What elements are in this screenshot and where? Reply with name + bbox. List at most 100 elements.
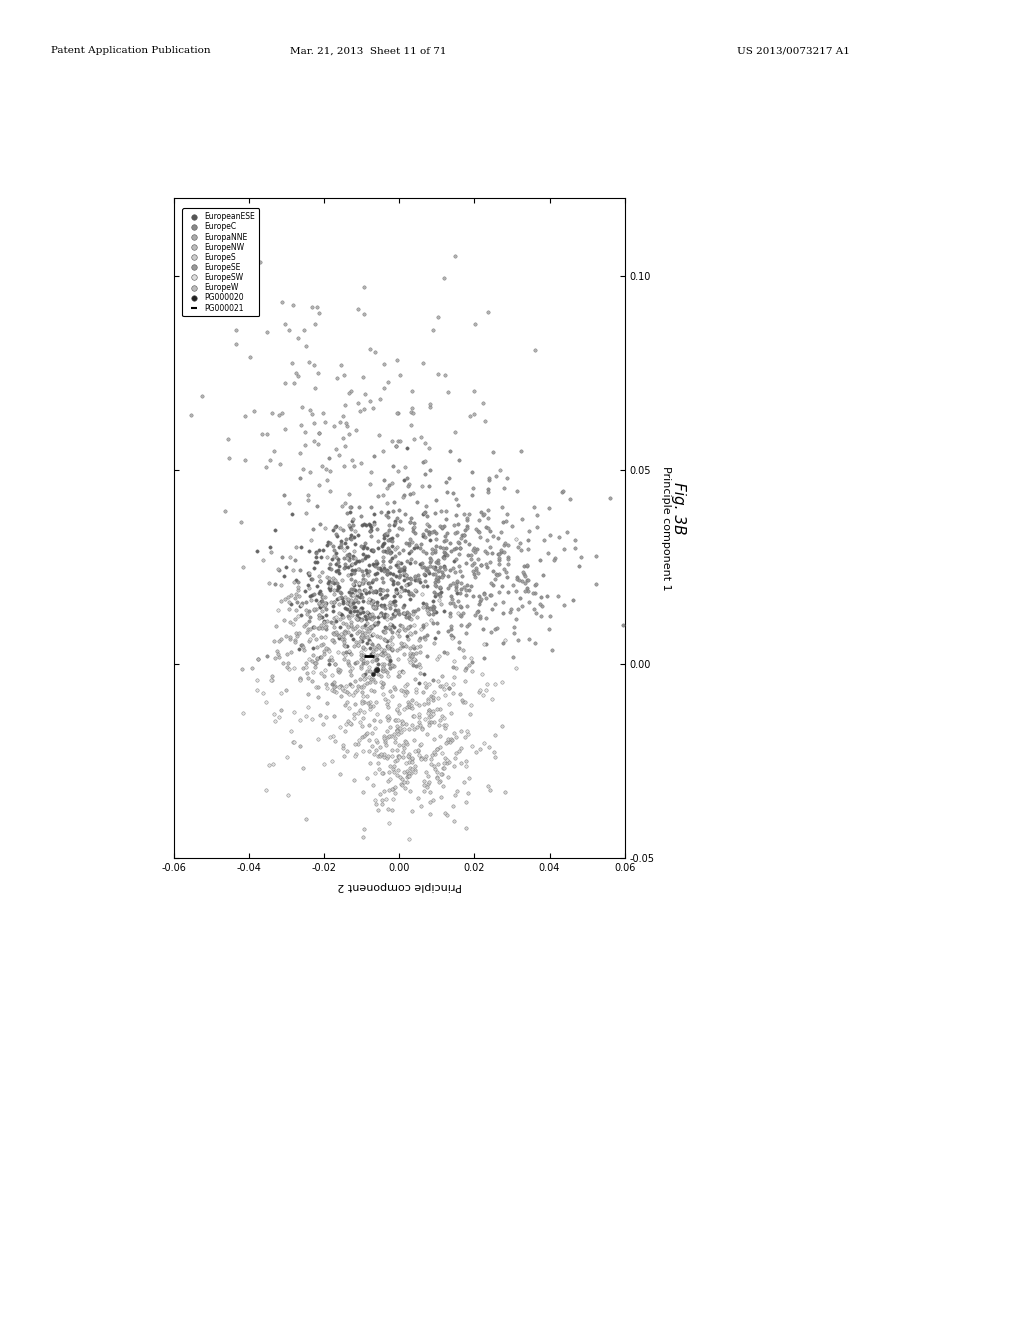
Point (386, 709, 402, 730)
Point (401, 780, 418, 801)
Point (492, 548, 508, 569)
Point (367, 660, 383, 681)
Point (371, 636, 387, 657)
Point (510, 598, 526, 619)
Point (432, 582, 449, 603)
Point (390, 665, 407, 686)
Point (369, 624, 385, 645)
Point (308, 652, 325, 673)
Point (412, 635, 428, 656)
Point (412, 537, 428, 558)
Point (423, 754, 439, 775)
Point (427, 572, 443, 593)
Point (342, 502, 358, 523)
Point (384, 779, 400, 800)
Point (505, 574, 521, 595)
Point (418, 594, 434, 615)
Point (420, 693, 436, 714)
Point (406, 516, 422, 537)
Point (343, 624, 359, 645)
Point (382, 755, 398, 776)
Point (472, 738, 488, 759)
Point (423, 711, 439, 733)
Point (338, 642, 354, 663)
Point (346, 681, 362, 702)
Point (519, 577, 536, 598)
Point (340, 616, 356, 638)
Point (325, 725, 341, 746)
Point (471, 510, 487, 531)
Point (421, 437, 437, 458)
Point (500, 503, 516, 524)
Point (547, 548, 563, 569)
Point (470, 548, 486, 569)
Point (388, 721, 404, 742)
Point (426, 581, 442, 602)
Point (330, 577, 346, 598)
Point (325, 548, 341, 569)
Point (316, 754, 333, 775)
Point (383, 527, 399, 548)
Point (419, 597, 435, 618)
Point (314, 634, 331, 655)
Point (454, 524, 470, 545)
Point (508, 657, 524, 678)
Point (399, 573, 416, 594)
Point (425, 689, 441, 710)
Point (368, 671, 384, 692)
Point (317, 412, 334, 433)
Point (377, 524, 393, 545)
Point (308, 495, 325, 516)
Point (406, 517, 422, 539)
Point (381, 762, 397, 783)
Point (280, 586, 296, 607)
Point (308, 543, 325, 564)
Point (355, 708, 372, 729)
Point (326, 671, 342, 692)
Point (437, 508, 454, 529)
Point (425, 603, 441, 624)
Point (366, 582, 382, 603)
Point (305, 599, 322, 620)
Point (414, 796, 430, 817)
Point (332, 675, 348, 696)
Point (401, 583, 418, 605)
Point (388, 348, 404, 370)
Point (325, 630, 341, 651)
Point (437, 525, 454, 546)
Point (349, 680, 366, 701)
Point (307, 543, 324, 564)
Point (301, 606, 317, 627)
Point (368, 342, 384, 363)
Point (314, 586, 331, 607)
Point (444, 593, 461, 614)
Point (286, 731, 302, 752)
Point (337, 554, 353, 576)
Point (346, 455, 362, 477)
Point (361, 660, 378, 681)
Point (452, 684, 468, 705)
Point (331, 554, 347, 576)
Point (326, 623, 342, 644)
Point (453, 615, 469, 636)
Point (347, 618, 364, 639)
Point (359, 546, 376, 568)
Point (391, 565, 408, 586)
Point (349, 601, 366, 622)
Point (366, 597, 382, 618)
Point (511, 587, 527, 609)
Point (430, 572, 446, 593)
Point (259, 424, 275, 445)
Point (424, 598, 440, 619)
Point (326, 591, 342, 612)
Point (401, 606, 418, 627)
Point (389, 764, 406, 785)
Point (413, 426, 429, 447)
Point (438, 545, 455, 566)
Point (307, 589, 324, 610)
Point (344, 449, 360, 470)
Point (375, 672, 391, 693)
Point (246, 400, 262, 421)
Point (572, 546, 589, 568)
Point (307, 378, 324, 399)
